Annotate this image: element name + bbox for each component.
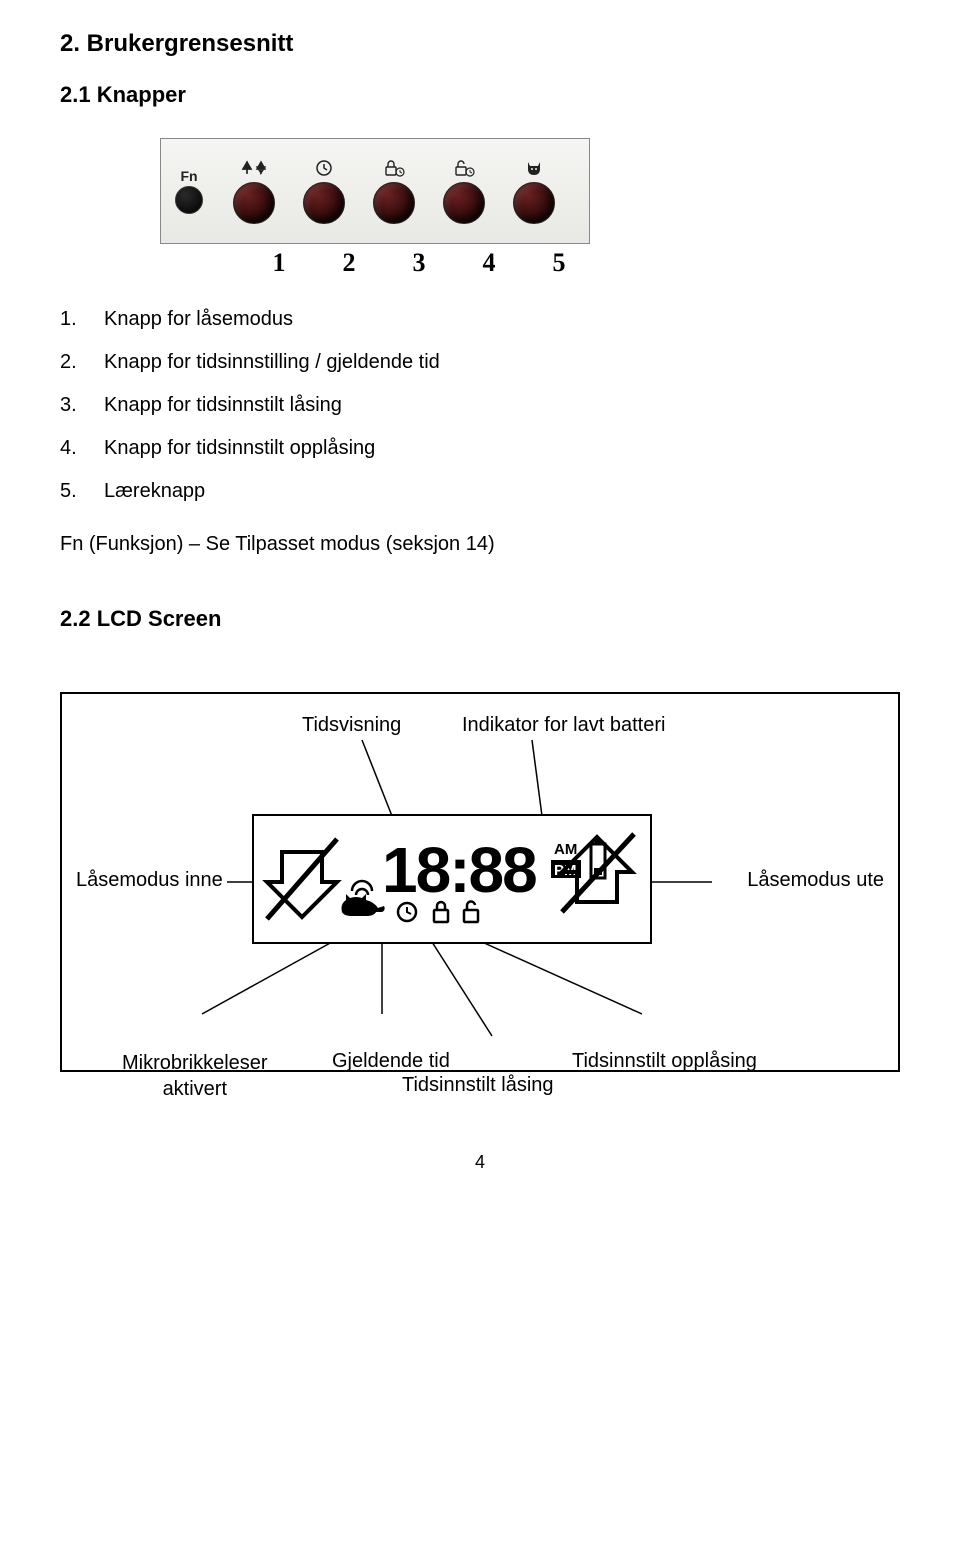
fn-button-group: Fn (175, 168, 203, 214)
label-batteri: Indikator for lavt batteri (462, 714, 665, 737)
subsection-heading-lcd: 2.2 LCD Screen (60, 606, 900, 632)
list-item: 5. Læreknapp (60, 480, 900, 503)
label-lasing: Tidsinnstilt låsing (402, 1074, 554, 1097)
number-4: 4 (468, 248, 510, 278)
button-2-group (303, 158, 345, 224)
button-2 (303, 182, 345, 224)
button-5-group (513, 158, 555, 224)
lock-clock-icon (383, 158, 405, 178)
button-4 (443, 182, 485, 224)
list-item: 1. Knapp for låsemodus (60, 308, 900, 331)
lcd-diagram-box: Tidsvisning Indikator for lavt batteri (60, 692, 900, 1072)
list-text: Knapp for tidsinnstilt opplåsing (104, 437, 375, 460)
cat-icon (524, 158, 544, 178)
list-item: 4. Knapp for tidsinnstilt opplåsing (60, 437, 900, 460)
list-num: 5. (60, 480, 104, 503)
arrows-icon (240, 158, 268, 178)
label-mikro-line1: Mikrobrikkeleser (122, 1052, 268, 1074)
page-number: 4 (60, 1152, 900, 1173)
button-numbers-row: 1 2 3 4 5 (258, 248, 590, 278)
button-3 (373, 182, 415, 224)
svg-text:18:88: 18:88 (382, 834, 536, 906)
button-5 (513, 182, 555, 224)
number-1: 1 (258, 248, 300, 278)
section-heading: 2. Brukergrensesnitt (60, 30, 900, 58)
button-4-group (443, 158, 485, 224)
button-1-group (233, 158, 275, 224)
number-3: 3 (398, 248, 440, 278)
main-buttons-row (233, 158, 555, 224)
label-inne: Låsemodus inne (76, 869, 223, 892)
number-2: 2 (328, 248, 370, 278)
list-text: Knapp for låsemodus (104, 308, 293, 331)
list-text: Knapp for tidsinnstilt låsing (104, 394, 342, 417)
list-text: Knapp for tidsinnstilling / gjeldende ti… (104, 351, 440, 374)
subsection-heading-knapper: 2.1 Knapper (60, 82, 900, 108)
button-panel-photo: Fn (160, 138, 590, 244)
list-item: 2. Knapp for tidsinnstilling / gjeldende… (60, 351, 900, 374)
list-item: 3. Knapp for tidsinnstilt låsing (60, 394, 900, 417)
fn-note: Fn (Funksjon) – Se Tilpasset modus (seks… (60, 533, 900, 556)
list-num: 3. (60, 394, 104, 417)
list-text: Læreknapp (104, 480, 205, 503)
button-1 (233, 182, 275, 224)
label-tidsvisning: Tidsvisning (302, 714, 401, 737)
svg-text:AM: AM (554, 841, 577, 858)
list-num: 4. (60, 437, 104, 460)
clock-icon (314, 158, 334, 178)
lcd-screen-image: 18:88 AM PM (252, 814, 652, 944)
button-3-group (373, 158, 415, 224)
label-opplasing: Tidsinnstilt opplåsing (572, 1050, 757, 1073)
label-mikro-line2: aktivert (163, 1078, 227, 1100)
label-mikro: Mikrobrikkeleser aktivert (122, 1050, 268, 1102)
number-5: 5 (538, 248, 580, 278)
list-num: 1. (60, 308, 104, 331)
label-gjeldende: Gjeldende tid (332, 1050, 450, 1073)
buttons-figure: Fn (160, 138, 590, 278)
fn-label: Fn (180, 168, 197, 184)
button-definitions-list: 1. Knapp for låsemodus 2. Knapp for tids… (60, 308, 900, 503)
fn-button (175, 186, 203, 214)
unlock-clock-icon (453, 158, 475, 178)
list-num: 2. (60, 351, 104, 374)
label-ute: Låsemodus ute (747, 869, 884, 892)
